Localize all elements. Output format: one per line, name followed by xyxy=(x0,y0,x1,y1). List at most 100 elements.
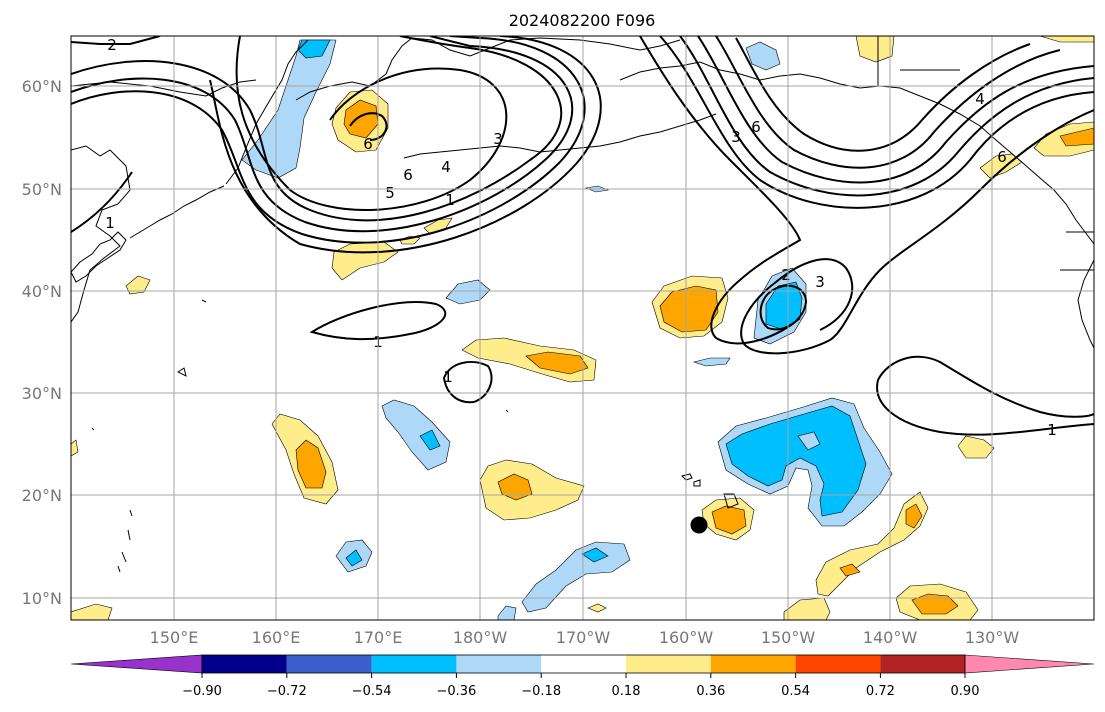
contour-line xyxy=(349,112,388,141)
neg-anomaly-area xyxy=(381,399,451,471)
colorbar-tick-label: −0.72 xyxy=(267,684,307,699)
colorbar-ticks xyxy=(201,673,966,678)
colorbar-outline xyxy=(201,654,966,674)
longitude-labels: 150°E 160°E 170°E 180°W 170°W 160°W 150°… xyxy=(150,628,1020,647)
colorbar-tick-label: −0.54 xyxy=(352,684,392,699)
contour-label: 2 xyxy=(107,36,117,54)
contour-label: 4 xyxy=(441,158,451,176)
contour-label: 6 xyxy=(997,148,1007,166)
aleutian-islands xyxy=(403,113,717,159)
neg-anomaly-area xyxy=(445,279,491,305)
north-america-coastline xyxy=(1077,259,1094,349)
neg-anomaly-area xyxy=(797,431,821,451)
colorbar-segment xyxy=(202,655,287,673)
colorbar-tick-label: −0.18 xyxy=(521,684,561,699)
latitude-labels: 60°N 50°N 40°N 30°N 20°N 10°N xyxy=(22,77,62,608)
neg-anomaly-area xyxy=(692,357,731,367)
contour-line xyxy=(71,36,563,222)
lon-label: 160°W xyxy=(659,628,714,647)
colorbar-tick-label: 0.36 xyxy=(696,684,725,699)
pos-anomaly-area xyxy=(855,36,895,63)
contour-line xyxy=(309,301,447,341)
pos-anomaly-area xyxy=(659,285,719,333)
colorbar-max-extension xyxy=(964,654,1095,674)
pos-anomaly-area xyxy=(839,563,861,577)
contour-labels: 2 6 6 5 4 3 1 1 1 1 3 6 6 4 2 3 1 xyxy=(105,36,1057,439)
pos-anomaly-area xyxy=(479,459,585,521)
neg-anomaly-area xyxy=(765,281,803,331)
pos-anomaly-area xyxy=(711,505,747,535)
contours xyxy=(71,36,1094,436)
contour-line xyxy=(679,36,1094,197)
pos-anomaly-area xyxy=(71,603,113,620)
lat-label: 60°N xyxy=(22,77,62,96)
colorbar-segment xyxy=(371,655,457,673)
map-frame xyxy=(70,35,1095,621)
pos-anomaly-area xyxy=(525,351,589,375)
contour-line xyxy=(639,36,802,345)
colorbar-tick-label: −0.90 xyxy=(182,684,222,699)
contour-line xyxy=(209,36,602,254)
contour-label: 3 xyxy=(815,273,825,291)
pos-anomaly-area xyxy=(783,597,831,620)
contour-label: 1 xyxy=(105,214,115,232)
lat-label: 40°N xyxy=(22,282,62,301)
lat-label: 10°N xyxy=(22,589,62,608)
pos-anomaly-area xyxy=(497,473,533,501)
pos-anomaly-area xyxy=(71,439,79,457)
contour-label: 3 xyxy=(731,128,741,146)
pos-anomaly-area xyxy=(343,99,379,139)
contour-line xyxy=(740,109,1094,355)
lon-label: 150°E xyxy=(150,628,199,647)
chukotka-coastline xyxy=(295,37,681,101)
neg-anomaly-area xyxy=(419,429,441,451)
neg-anomaly-area xyxy=(297,39,331,59)
neg-anomaly-area xyxy=(521,541,631,613)
colorbar-segment xyxy=(456,655,542,673)
pos-anomaly-area xyxy=(587,603,607,613)
contour-line xyxy=(71,171,133,233)
neg-anomaly-area xyxy=(725,405,867,517)
pos-anomaly-area xyxy=(1039,36,1094,43)
hawaii-islands xyxy=(681,473,739,509)
contour-label: 1 xyxy=(443,368,453,386)
pos-anomaly-area xyxy=(957,435,995,459)
lat-label: 50°N xyxy=(22,180,62,199)
kuril-islands xyxy=(129,185,225,239)
contour-label: 4 xyxy=(975,90,985,108)
lon-label: 160°E xyxy=(252,628,301,647)
contour-line xyxy=(659,36,1094,209)
lon-label: 130°W xyxy=(965,628,1020,647)
colorbar-min-extension xyxy=(70,654,203,674)
shaded-field xyxy=(71,36,1094,620)
colorbar-tick-label: −0.36 xyxy=(436,684,476,699)
colorbar-segment xyxy=(541,655,626,673)
contour-label: 1 xyxy=(445,191,455,209)
kamchatka-coastline xyxy=(225,39,309,185)
contour-label: 5 xyxy=(385,184,395,202)
japan-coastline xyxy=(71,231,127,283)
colorbar-tick-label: 0.90 xyxy=(951,684,980,699)
pos-anomaly-area xyxy=(295,439,327,489)
contour-line xyxy=(876,355,1094,436)
figure-title: 2024082200 F096 xyxy=(509,11,656,30)
colorbar-segment xyxy=(795,655,881,673)
lon-label: 150°W xyxy=(761,628,816,647)
pos-anomaly-area xyxy=(911,593,959,615)
colorbar-tick-label: 0.18 xyxy=(612,684,641,699)
lon-label: 170°W xyxy=(556,628,611,647)
neg-anomaly-area xyxy=(497,605,517,620)
colorbar-segment xyxy=(880,655,966,673)
canada-border xyxy=(877,36,1094,271)
neg-anomaly-area xyxy=(581,547,609,563)
contour-label: 6 xyxy=(403,166,413,184)
storm-position-marker xyxy=(690,516,708,534)
lon-label: 170°E xyxy=(354,628,403,647)
contour-label: 1 xyxy=(1047,421,1057,439)
pos-anomaly-area xyxy=(125,275,151,295)
lon-label: 140°W xyxy=(863,628,918,647)
pos-anomaly-area xyxy=(905,503,923,529)
contour-line xyxy=(697,36,1094,184)
colorbar-tick-label: 0.72 xyxy=(866,684,895,699)
lat-label: 30°N xyxy=(22,384,62,403)
